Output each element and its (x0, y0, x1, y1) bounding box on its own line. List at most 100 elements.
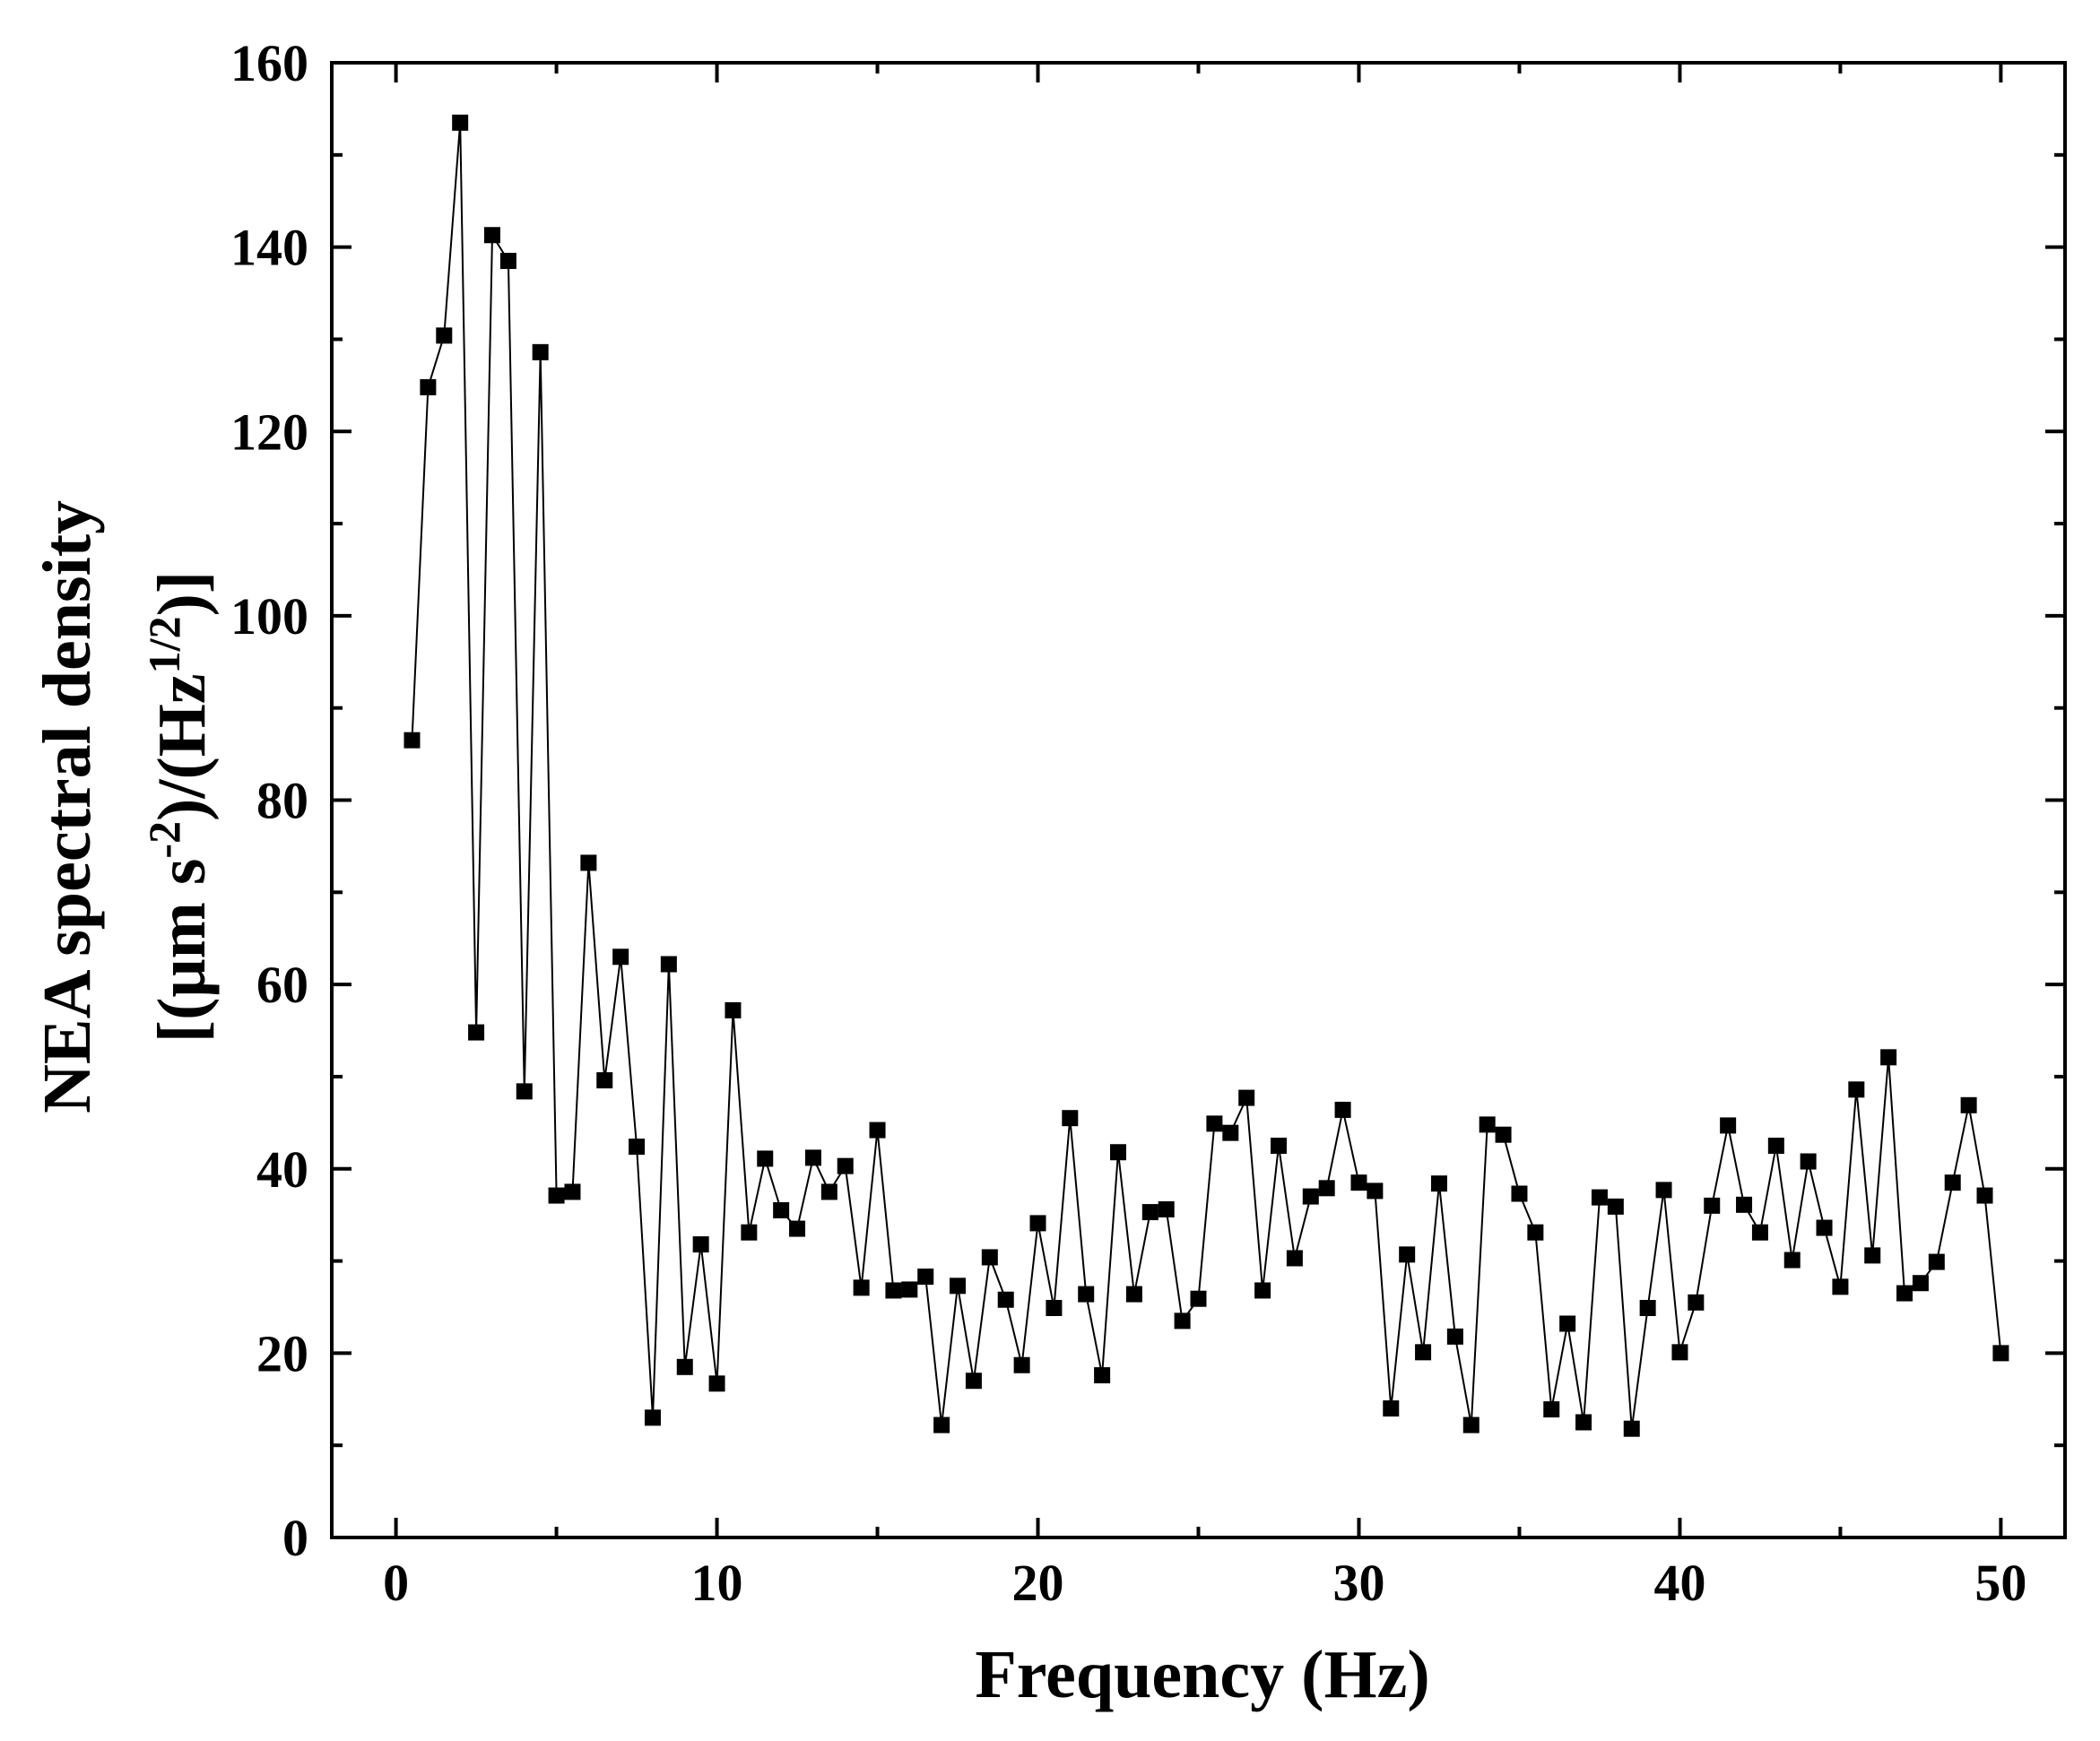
data-point (1254, 1282, 1271, 1299)
data-point (692, 1236, 709, 1253)
data-point (1639, 1299, 1656, 1316)
data-point (804, 1149, 821, 1166)
data-point (1222, 1124, 1239, 1141)
data-point (725, 1001, 742, 1018)
data-point (1848, 1081, 1865, 1098)
data-point (596, 1072, 613, 1089)
plot-frame (330, 61, 2067, 1539)
data-point (1110, 1144, 1127, 1161)
data-point (1174, 1312, 1191, 1330)
data-point (1976, 1187, 1993, 1204)
data-point (773, 1202, 790, 1219)
data-point (1800, 1153, 1817, 1170)
data-point (917, 1269, 934, 1286)
series-line (411, 122, 2002, 1429)
data-point (564, 1183, 581, 1200)
data-point (612, 948, 629, 966)
data-point (1751, 1224, 1768, 1241)
data-point (789, 1220, 806, 1237)
y-tick-label: 80 (256, 772, 308, 830)
y-title-suffix: )] (144, 571, 220, 617)
data-point (468, 1024, 485, 1041)
data-point (820, 1183, 837, 1200)
data-point (1206, 1115, 1223, 1132)
y-tick-label: 40 (256, 1140, 308, 1199)
data-point (869, 1122, 886, 1139)
y-tick-label: 100 (230, 587, 308, 645)
data-point (1928, 1253, 1945, 1270)
data-point (644, 1409, 661, 1426)
data-point (1302, 1188, 1319, 1205)
x-tick-label: 30 (1332, 1554, 1384, 1612)
data-point (548, 1187, 565, 1204)
data-point (1832, 1278, 1849, 1295)
data-point (901, 1281, 918, 1298)
data-point (1720, 1117, 1737, 1134)
data-point (997, 1291, 1014, 1308)
data-point (1318, 1180, 1335, 1197)
data-point (1046, 1299, 1063, 1316)
data-point (837, 1157, 854, 1174)
data-point (950, 1278, 967, 1295)
data-point (1623, 1420, 1640, 1437)
data-point (1559, 1315, 1576, 1332)
data-point (532, 343, 549, 360)
data-point (1367, 1182, 1384, 1200)
data-point (1607, 1198, 1624, 1215)
x-axis-ticks: 0 10 20 30 40 50 (383, 63, 2026, 1612)
data-point (1767, 1138, 1784, 1155)
data-point (1399, 1246, 1416, 1263)
data-point (1511, 1185, 1528, 1202)
data-point (1334, 1101, 1351, 1118)
data-point (676, 1358, 693, 1375)
data-point (1479, 1116, 1496, 1133)
x-tick-label: 0 (383, 1554, 409, 1612)
series-polyline (411, 122, 2002, 1429)
data-point (1094, 1367, 1111, 1384)
data-point (1286, 1250, 1303, 1267)
data-point (660, 956, 677, 973)
y-tick-label: 60 (256, 956, 308, 1014)
data-point (1944, 1174, 1961, 1191)
data-point (1783, 1252, 1801, 1269)
data-point (629, 1139, 646, 1156)
data-point (853, 1279, 870, 1296)
data-point (965, 1373, 982, 1390)
data-point (1029, 1215, 1046, 1232)
y-axis-title-line2: [(μm s-2)/(Hz1/2)] (139, 571, 220, 1043)
y-axis-title: NEA spectral density [(μm s-2)/(Hz1/2)] (30, 500, 220, 1113)
data-point (1960, 1096, 1977, 1113)
y-title-sup2: 1/2 (139, 616, 189, 673)
data-point (420, 378, 437, 395)
data-point (1655, 1182, 1672, 1199)
data-point (1158, 1200, 1175, 1217)
data-point (499, 253, 516, 270)
data-point (1238, 1089, 1255, 1106)
x-axis-title: Frequency (Hz) (975, 1637, 1429, 1712)
data-point (1864, 1247, 1881, 1264)
x-tick-label: 10 (691, 1554, 743, 1612)
data-point (708, 1375, 725, 1392)
x-tick-label: 20 (1012, 1554, 1064, 1612)
data-point (1688, 1294, 1705, 1311)
data-point (1543, 1401, 1560, 1418)
data-point (1575, 1414, 1592, 1431)
data-point (1446, 1328, 1463, 1345)
data-point (1896, 1285, 1913, 1302)
data-point (1383, 1400, 1400, 1417)
data-point (1190, 1290, 1207, 1307)
data-point (1415, 1344, 1432, 1361)
data-point (1816, 1219, 1833, 1236)
data-point (580, 854, 597, 871)
data-point (516, 1083, 533, 1100)
data-point (483, 227, 500, 244)
data-point (1992, 1345, 2009, 1362)
data-point (1270, 1138, 1287, 1155)
data-point (1125, 1286, 1142, 1303)
data-point (1062, 1110, 1079, 1127)
plot-border (330, 61, 2067, 1539)
y-title-mid: )/(Hz (144, 673, 220, 821)
y-title-prefix: [(μm s (144, 859, 220, 1044)
data-point (1704, 1197, 1721, 1214)
